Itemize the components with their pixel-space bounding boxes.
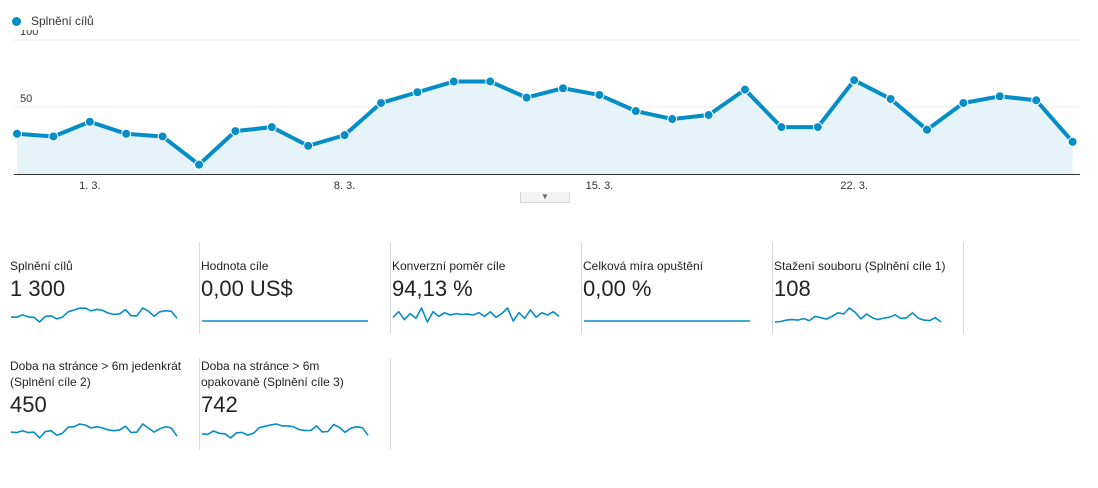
x-tick-label: 8. 3. bbox=[334, 180, 355, 192]
line-chart: 100 50 1. 3. 8. 3. 15. 3. 22. 3. bbox=[12, 30, 1080, 192]
scorecard[interactable]: Stažení souboru (Splnění cíle 1) 108 bbox=[774, 242, 964, 334]
y-tick-label: 100 bbox=[20, 30, 38, 38]
chart-legend[interactable]: Splnění cílů bbox=[12, 14, 94, 28]
data-point[interactable] bbox=[1067, 136, 1078, 147]
card-divider bbox=[581, 242, 582, 334]
series-area bbox=[17, 80, 1073, 174]
sparkline-path bbox=[774, 307, 942, 323]
collapse-chart-button[interactable]: ▼ bbox=[520, 192, 570, 203]
sparkline bbox=[202, 320, 368, 322]
data-point[interactable] bbox=[266, 122, 277, 133]
series-line bbox=[16, 78, 1075, 167]
data-point[interactable] bbox=[558, 83, 568, 94]
series-points bbox=[12, 75, 1078, 170]
scorecard-title: Hodnota cíle bbox=[201, 259, 269, 273]
scorecard-title: Konverzní poměr cíle bbox=[392, 259, 506, 273]
data-point[interactable] bbox=[521, 92, 532, 103]
sparkline bbox=[584, 320, 750, 322]
scorecard-title: Stažení souboru (Splnění cíle 1) bbox=[774, 259, 946, 273]
sparkline bbox=[201, 423, 369, 439]
sparkline bbox=[10, 307, 178, 323]
data-point[interactable] bbox=[594, 89, 605, 100]
scorecard[interactable]: Konverzní poměr cíle 94,13 % bbox=[392, 242, 582, 334]
data-point[interactable] bbox=[703, 110, 714, 121]
data-point[interactable] bbox=[48, 131, 59, 142]
scorecard-title: Doba na stránce > 6m opakovaně (Splnění … bbox=[201, 359, 344, 389]
data-point[interactable] bbox=[885, 93, 896, 104]
data-point[interactable] bbox=[84, 116, 95, 127]
y-tick-label: 50 bbox=[20, 93, 32, 105]
sparkline bbox=[392, 307, 560, 323]
data-point[interactable] bbox=[994, 91, 1005, 102]
sparkline bbox=[10, 423, 178, 439]
scorecard-value: 94,13 % bbox=[392, 276, 473, 301]
scorecard[interactable]: Splnění cílů 1 300 bbox=[10, 242, 200, 334]
card-divider bbox=[390, 358, 391, 450]
data-point[interactable] bbox=[922, 124, 932, 135]
data-point[interactable] bbox=[485, 76, 496, 87]
scorecard-value: 1 300 bbox=[10, 276, 66, 301]
x-tick-label: 1. 3. bbox=[79, 180, 100, 192]
scorecard[interactable]: Doba na stránce > 6m opakovaně (Splnění … bbox=[201, 358, 391, 450]
sparkline bbox=[774, 307, 942, 323]
x-tick-label: 15. 3. bbox=[586, 180, 614, 192]
scorecard-value: 0,00 % bbox=[583, 276, 652, 301]
card-divider bbox=[199, 242, 200, 334]
data-point[interactable] bbox=[448, 76, 459, 87]
data-point[interactable] bbox=[412, 87, 423, 98]
card-divider bbox=[772, 242, 773, 334]
sparkline-path bbox=[201, 423, 369, 439]
data-point[interactable] bbox=[194, 159, 204, 170]
data-point[interactable] bbox=[630, 106, 641, 117]
legend-dot-icon bbox=[12, 16, 21, 26]
scorecard-value: 450 bbox=[10, 392, 47, 417]
card-divider bbox=[199, 358, 200, 450]
data-point[interactable] bbox=[849, 75, 860, 86]
data-point[interactable] bbox=[958, 97, 969, 108]
sparkline-path bbox=[392, 307, 560, 323]
data-point[interactable] bbox=[667, 114, 678, 125]
scorecard[interactable]: Hodnota cíle 0,00 US$ bbox=[201, 242, 391, 334]
x-tick-label: 22. 3. bbox=[840, 180, 868, 192]
data-point[interactable] bbox=[303, 140, 314, 151]
data-point[interactable] bbox=[230, 126, 241, 137]
data-point[interactable] bbox=[812, 122, 823, 133]
axis-labels: 100 50 1. 3. 8. 3. 15. 3. 22. 3. bbox=[20, 30, 868, 192]
sparkline-path bbox=[10, 307, 178, 323]
legend-label: Splnění cílů bbox=[31, 14, 94, 28]
data-point[interactable] bbox=[776, 122, 787, 133]
scorecard-title: Splnění cílů bbox=[10, 259, 73, 273]
data-point[interactable] bbox=[1031, 95, 1042, 106]
data-point[interactable] bbox=[12, 128, 22, 139]
scorecard-title: Doba na stránce > 6m jedenkrát (Splnění … bbox=[10, 359, 182, 389]
scorecard-value: 108 bbox=[774, 276, 811, 301]
data-point[interactable] bbox=[376, 97, 386, 108]
data-point[interactable] bbox=[740, 84, 750, 95]
data-point[interactable] bbox=[339, 130, 350, 141]
caret-down-icon: ▼ bbox=[541, 192, 549, 201]
scorecard[interactable]: Celková míra opuštění 0,00 % bbox=[583, 242, 773, 334]
scorecard[interactable]: Doba na stránce > 6m jedenkrát (Splnění … bbox=[10, 358, 200, 450]
card-divider bbox=[390, 242, 391, 334]
data-point[interactable] bbox=[121, 128, 132, 139]
scorecard-value: 0,00 US$ bbox=[201, 276, 293, 301]
data-point[interactable] bbox=[157, 131, 168, 142]
card-divider bbox=[963, 242, 964, 334]
scorecard-title: Celková míra opuštění bbox=[583, 259, 704, 273]
scorecard-value: 742 bbox=[201, 392, 238, 417]
sparkline-path bbox=[10, 423, 178, 439]
